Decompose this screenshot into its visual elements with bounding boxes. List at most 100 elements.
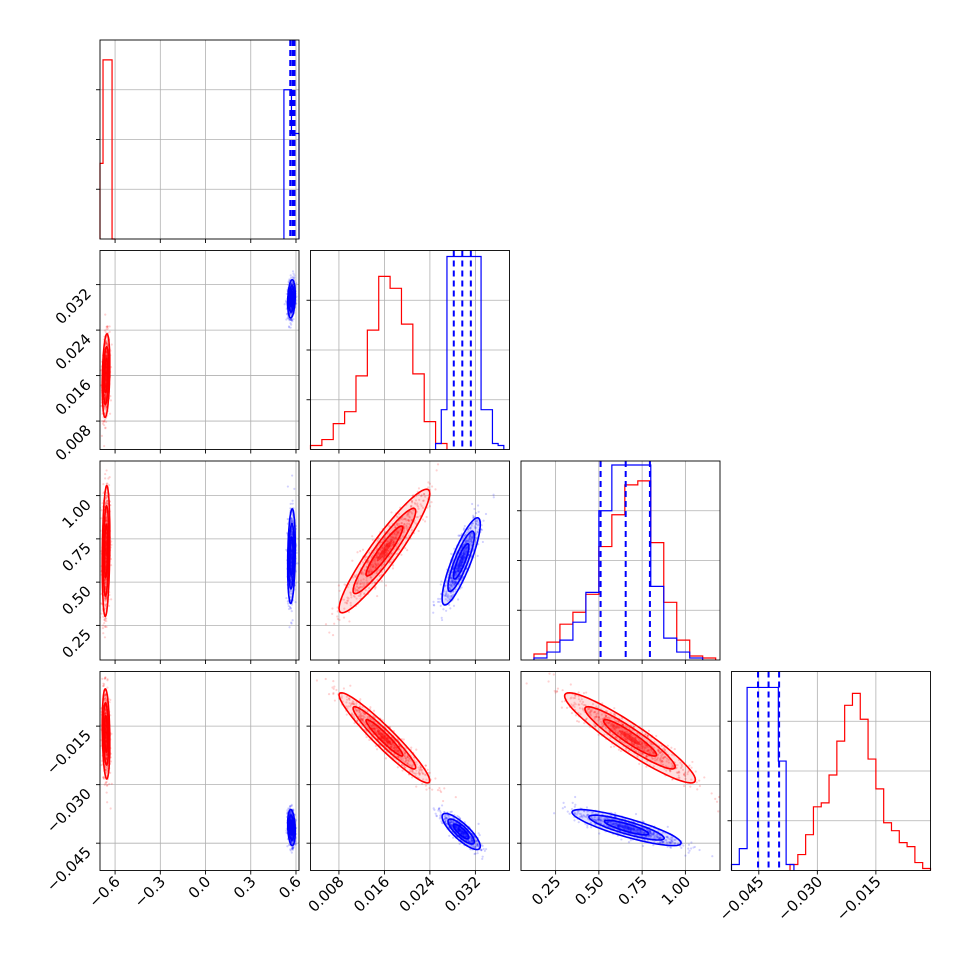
scatter-point-blue bbox=[289, 848, 292, 851]
scatter-point-red bbox=[389, 560, 392, 564]
scatter-point-blue bbox=[467, 540, 471, 543]
scatter-point-red bbox=[108, 330, 111, 333]
scatter-point-blue bbox=[290, 531, 294, 534]
scatter-point-red bbox=[104, 355, 108, 358]
scatter-point-blue bbox=[289, 812, 292, 815]
scatter-point-blue bbox=[291, 319, 294, 322]
scatter-point-red bbox=[104, 603, 108, 606]
scatter-point-red bbox=[376, 562, 380, 565]
scatter-point-red bbox=[105, 520, 108, 523]
scatter-point-blue bbox=[291, 619, 294, 622]
scatter-point-blue bbox=[291, 846, 294, 849]
scatter-point-red bbox=[104, 600, 107, 603]
scatter-point-red bbox=[104, 395, 107, 398]
scatter-point-red bbox=[101, 502, 104, 505]
scatter-point-red bbox=[103, 418, 107, 421]
scatter-point-blue bbox=[464, 541, 467, 544]
scatter-point-red bbox=[338, 618, 341, 622]
scatter-point-red bbox=[397, 512, 401, 516]
scatter-point-blue bbox=[289, 592, 293, 595]
scatter-point-blue bbox=[465, 538, 468, 542]
scatter-point-red bbox=[104, 393, 107, 396]
scatter-point-blue bbox=[474, 520, 477, 523]
scatter-point-red bbox=[368, 570, 371, 573]
scatter-point-blue bbox=[451, 577, 454, 580]
scatter-point-red bbox=[104, 342, 107, 345]
scatter-point-red bbox=[395, 533, 398, 537]
scatter-point-blue bbox=[294, 601, 297, 604]
scatter-point-red bbox=[391, 564, 395, 567]
histogram-panel-2 bbox=[517, 460, 721, 664]
scatter-point-red bbox=[104, 693, 107, 696]
scatter-point-red bbox=[105, 496, 108, 499]
scatter-point-red bbox=[384, 554, 387, 557]
scatter-point-red bbox=[356, 551, 359, 554]
scatter-point-blue bbox=[451, 571, 454, 574]
scatter-point-blue bbox=[288, 805, 292, 808]
scatter-point-blue bbox=[450, 580, 454, 584]
scatter-point-red bbox=[406, 549, 409, 552]
scatter-point-red bbox=[400, 522, 403, 525]
scatter-point-blue bbox=[291, 519, 294, 523]
scatter-point-blue bbox=[475, 537, 478, 540]
scatter-point-blue bbox=[290, 840, 293, 843]
scatter-point-red bbox=[104, 708, 107, 711]
scatter-point-red bbox=[104, 396, 107, 399]
scatter-point-red bbox=[384, 554, 387, 557]
scatter-point-blue bbox=[292, 317, 295, 321]
scatter-point-red bbox=[391, 538, 394, 541]
scatter-point-red bbox=[346, 596, 349, 599]
scatter-point-blue bbox=[432, 603, 435, 606]
scatter-point-red bbox=[391, 542, 394, 545]
scatter-point-blue bbox=[292, 272, 295, 275]
scatter-point-red bbox=[356, 581, 359, 584]
scatter-point-red bbox=[389, 548, 392, 551]
scatter-point-red bbox=[100, 509, 103, 512]
scatter-point-blue bbox=[291, 847, 294, 850]
scatter-point-blue bbox=[287, 607, 291, 611]
scatter-point-red bbox=[402, 531, 405, 534]
scatter-point-red bbox=[109, 807, 112, 810]
scatter-panel-0-3 bbox=[96, 671, 300, 875]
scatter-point-red bbox=[105, 354, 108, 357]
scatter-point-red bbox=[387, 549, 390, 553]
scatter-point-red bbox=[104, 582, 107, 585]
scatter-point-red bbox=[370, 555, 373, 559]
scatter-point-red bbox=[358, 585, 362, 589]
scatter-point-red bbox=[399, 529, 402, 532]
scatter-point-blue bbox=[290, 518, 294, 521]
scatter-point-blue bbox=[444, 592, 447, 596]
scatter-point-red bbox=[390, 538, 393, 541]
scatter-point-blue bbox=[291, 848, 294, 851]
density-contour-red bbox=[376, 540, 392, 562]
scatter-point-blue bbox=[455, 581, 458, 584]
scatter-point-red bbox=[110, 732, 113, 736]
scatter-panel-0-1 bbox=[96, 250, 300, 454]
scatter-point-blue bbox=[293, 487, 296, 491]
density-contour-red bbox=[105, 368, 107, 383]
scatter-point-blue bbox=[448, 603, 451, 606]
scatter-point-red bbox=[375, 554, 379, 558]
scatter-point-red bbox=[103, 783, 106, 786]
scatter-point-red bbox=[105, 482, 108, 485]
scatter-point-red bbox=[344, 601, 347, 604]
scatter-point-blue bbox=[460, 586, 463, 589]
scatter-point-red bbox=[400, 553, 403, 556]
scatter-point-blue bbox=[289, 607, 292, 610]
scatter-point-blue bbox=[289, 581, 293, 584]
scatter-point-blue bbox=[290, 518, 293, 521]
scatter-point-red bbox=[105, 494, 109, 497]
scatter-point-red bbox=[402, 529, 405, 533]
scatter-point-blue bbox=[291, 320, 294, 323]
scatter-point-blue bbox=[291, 275, 294, 278]
scatter-point-red bbox=[416, 515, 419, 519]
scatter-point-red bbox=[105, 353, 108, 357]
scatter-point-red bbox=[407, 512, 410, 515]
scatter-point-red bbox=[374, 562, 377, 565]
scatter-point-blue bbox=[290, 579, 293, 582]
scatter-point-blue bbox=[289, 507, 292, 510]
scatter-point-red bbox=[102, 776, 105, 779]
scatter-point-blue bbox=[492, 493, 495, 496]
scatter-point-red bbox=[392, 541, 395, 544]
scatter-point-red bbox=[395, 522, 398, 525]
